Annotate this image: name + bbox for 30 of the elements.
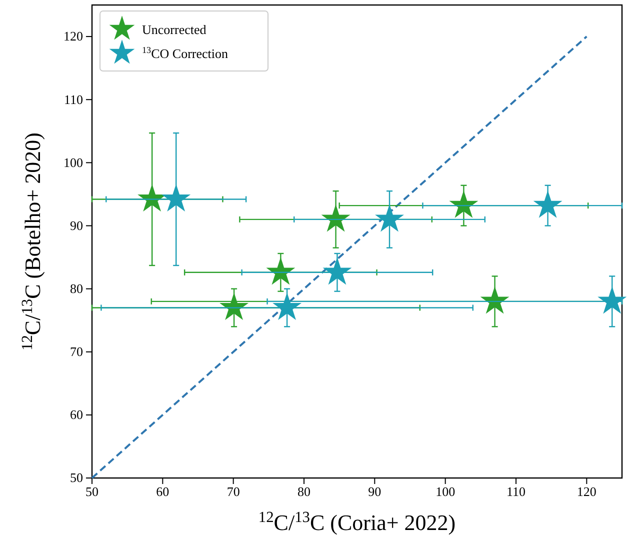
point <box>162 184 191 212</box>
y-tick-label: 80 <box>70 280 83 296</box>
y-tick-label: 60 <box>70 407 83 422</box>
x-tick-label: 50 <box>86 484 98 500</box>
x-tick-label: 100 <box>436 484 456 500</box>
legend-label: $^{13}$CO Correction <box>142 45 228 61</box>
x-tick-label: 70 <box>226 484 240 500</box>
y-tick-label: 90 <box>70 218 83 233</box>
point <box>321 204 350 232</box>
x-tick-label: 110 <box>506 484 526 500</box>
x-tick-label: 80 <box>298 484 310 500</box>
point <box>322 257 352 285</box>
point <box>533 190 562 218</box>
y-tick-label: 120 <box>64 28 83 44</box>
point <box>272 292 302 320</box>
x-tick-label: 90 <box>368 484 382 500</box>
point <box>375 204 404 232</box>
point <box>598 286 627 314</box>
x-tick-label: 60 <box>156 484 170 500</box>
x-tick-label: 120 <box>576 484 596 500</box>
y-tick-label: 110 <box>64 92 83 107</box>
legend-label: Uncorrected <box>142 22 207 37</box>
y-tick-label: 50 <box>70 470 83 486</box>
point <box>266 257 296 285</box>
y-tick-label: 70 <box>70 344 83 360</box>
point <box>220 292 249 320</box>
point <box>449 190 478 218</box>
x-axis-title: $^{12}$C/$^{13}$C (Coria+ 2022) <box>258 508 456 535</box>
y-tick-label: 100 <box>64 154 83 170</box>
point <box>480 286 510 314</box>
